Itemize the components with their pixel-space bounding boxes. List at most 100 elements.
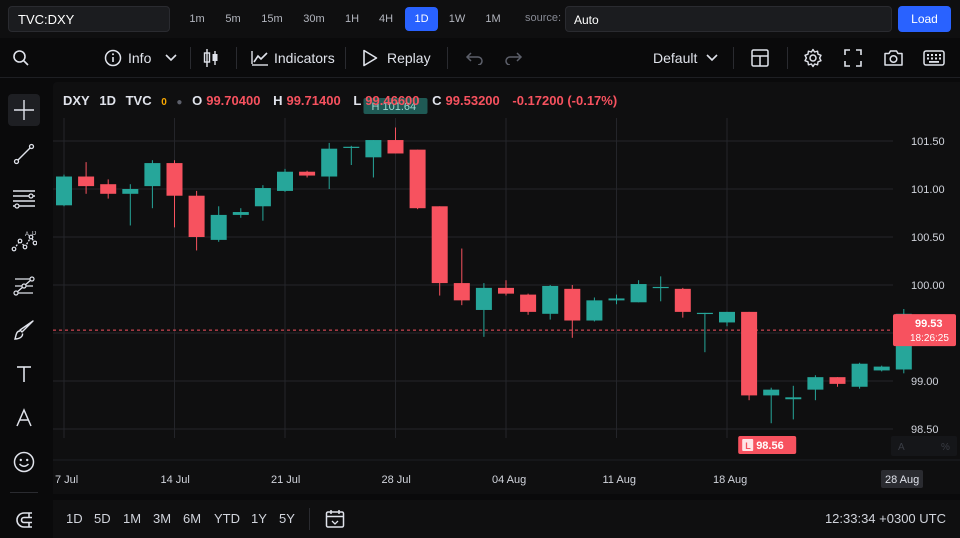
svg-text:A: A: [25, 232, 29, 238]
replay-button[interactable]: Replay: [362, 38, 431, 78]
x-tick-label: 14 Jul: [161, 474, 190, 486]
font-icon[interactable]: [8, 402, 40, 434]
play-icon: [362, 49, 378, 67]
symbol-input[interactable]: TVC:DXY: [8, 6, 170, 32]
candle-body: [254, 188, 271, 207]
legend-dot: ●: [176, 97, 183, 108]
undo-icon[interactable]: [464, 38, 484, 78]
range-5d[interactable]: 5D: [94, 511, 111, 526]
timeframe-4h[interactable]: 4H: [378, 13, 394, 25]
timeframe-1mo[interactable]: 1M: [485, 13, 501, 25]
high-marker-badge: [363, 98, 428, 114]
candle-body: [166, 163, 183, 196]
indicators-button[interactable]: Indicators: [251, 38, 335, 78]
candle-body: [542, 285, 559, 314]
candle-body: [188, 195, 205, 237]
range-1d[interactable]: 1D: [66, 511, 83, 526]
legend-change: -0.17200 (-0.17%): [512, 93, 618, 108]
candle-body: [829, 377, 846, 384]
range-ytd[interactable]: YTD: [214, 511, 240, 526]
y-tick-label: 100.00: [911, 280, 945, 292]
chart-panel[interactable]: 101.50 101.00 100.50 100.00 99.00 98.50 99.53 1…: [53, 82, 960, 494]
candle-body: [232, 212, 249, 215]
candles-icon[interactable]: [202, 38, 220, 78]
timeframe-5m[interactable]: 5m: [225, 13, 241, 25]
emoji-icon[interactable]: [8, 446, 40, 478]
search-icon[interactable]: [12, 38, 30, 78]
timeframe-1d[interactable]: 1D: [405, 7, 438, 31]
candle-body: [78, 176, 95, 187]
range-1y[interactable]: 1Y: [251, 511, 267, 526]
trendline-icon[interactable]: [8, 138, 40, 170]
candle-body: [498, 287, 514, 294]
redo-icon[interactable]: [504, 38, 524, 78]
layout-icon[interactable]: [751, 38, 769, 78]
y-tick-label: 98.50: [911, 424, 939, 436]
candle-body: [210, 214, 227, 240]
candle-body: [785, 397, 802, 400]
forecast-icon[interactable]: [8, 270, 40, 302]
range-3m[interactable]: 3M: [153, 511, 172, 526]
layout-label: Default: [653, 50, 698, 66]
countdown-label: 18:26:25: [910, 333, 949, 344]
calendar-icon[interactable]: [325, 509, 345, 534]
candlestick-chart[interactable]: 101.50 101.00 100.50 100.00 99.00 98.50 99.53 1…: [53, 82, 960, 494]
timeframe-1h[interactable]: 1H: [344, 13, 360, 25]
legend-open-value: 99.70400: [206, 93, 261, 108]
utc-clock: 12:33:34 +0300 UTC: [824, 511, 946, 526]
replay-label: Replay: [387, 50, 431, 66]
info-button[interactable]: Info: [104, 38, 177, 78]
legend-flag: 0: [161, 97, 167, 108]
candle-body: [719, 311, 735, 323]
range-6m[interactable]: 6M: [183, 511, 202, 526]
candle-body: [608, 298, 625, 301]
range-5y[interactable]: 5Y: [279, 511, 295, 526]
last-price-label: 99.53: [915, 318, 943, 330]
source-input[interactable]: Auto: [565, 6, 892, 32]
range-1m[interactable]: 1M: [123, 511, 142, 526]
timeframe-1m[interactable]: 1m: [189, 13, 205, 25]
text-icon[interactable]: [8, 358, 40, 390]
bottom-bar: 1D 5D 1M 3M 6M YTD 1Y 5Y 12:33:34 +0300 …: [53, 500, 960, 538]
y-tick-label: 101.00: [911, 184, 945, 196]
scale-controls: [891, 436, 957, 456]
crosshair-icon[interactable]: [8, 94, 40, 126]
x-tick-label: 21 Jul: [271, 474, 300, 486]
keyboard-icon[interactable]: [923, 38, 945, 78]
camera-icon[interactable]: [883, 38, 904, 78]
gear-icon[interactable]: [803, 38, 823, 78]
candle-body: [741, 311, 758, 396]
candle-body: [807, 377, 824, 390]
timeframe-30m[interactable]: 30m: [303, 13, 325, 25]
chevron-down-icon: [706, 54, 718, 62]
chart-toolbar: Info Indicators Replay Default: [0, 38, 960, 78]
load-button[interactable]: Load: [898, 6, 951, 32]
candle-body: [586, 300, 603, 321]
last-price-badge: [893, 314, 956, 347]
candle-body: [674, 288, 691, 312]
info-label: Info: [128, 50, 152, 66]
fullscreen-icon[interactable]: [844, 38, 862, 78]
candle-body: [144, 163, 161, 187]
low-marker-value: 98.56: [756, 440, 784, 452]
timeframe-15m[interactable]: 15m: [261, 13, 283, 25]
candle-body: [873, 366, 890, 371]
y-tick-label: 99.00: [911, 376, 939, 388]
x-tick-label: 28 Jul: [382, 474, 411, 486]
timeframe-1w[interactable]: 1W: [448, 13, 466, 25]
info-icon: [104, 49, 122, 67]
y-tick-label: 101.50: [911, 136, 945, 148]
layout-select[interactable]: Default: [653, 38, 718, 78]
candle-body: [277, 171, 293, 191]
legend-low-label: L: [353, 93, 362, 108]
candle-body: [431, 206, 448, 284]
magnet-icon[interactable]: [8, 504, 40, 536]
candle-body: [100, 184, 117, 194]
chevron-down-icon[interactable]: [165, 54, 177, 62]
fib-icon[interactable]: [8, 182, 40, 214]
brush-icon[interactable]: [8, 314, 40, 346]
low-marker-letter: L: [745, 441, 751, 451]
legend-symbol[interactable]: DXY: [63, 93, 90, 108]
